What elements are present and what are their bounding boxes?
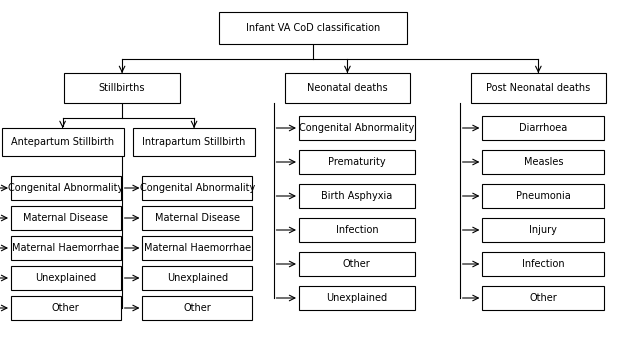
Text: Other: Other xyxy=(183,303,211,313)
FancyBboxPatch shape xyxy=(299,287,414,310)
Text: Unexplained: Unexplained xyxy=(167,273,228,283)
Text: Congenital Abnormality: Congenital Abnormality xyxy=(140,183,255,193)
Text: Injury: Injury xyxy=(530,225,557,235)
Text: Other: Other xyxy=(52,303,80,313)
FancyBboxPatch shape xyxy=(133,128,255,156)
FancyBboxPatch shape xyxy=(482,218,605,241)
Text: Measles: Measles xyxy=(523,157,563,167)
FancyBboxPatch shape xyxy=(142,206,252,230)
FancyBboxPatch shape xyxy=(482,150,605,174)
FancyBboxPatch shape xyxy=(11,266,120,290)
FancyBboxPatch shape xyxy=(299,184,414,208)
Text: Infection: Infection xyxy=(522,259,565,269)
FancyBboxPatch shape xyxy=(482,184,605,208)
Text: Maternal Haemorrhae: Maternal Haemorrhae xyxy=(143,243,251,253)
Text: Stillbirths: Stillbirths xyxy=(99,83,145,93)
FancyBboxPatch shape xyxy=(11,206,120,230)
Text: Other: Other xyxy=(343,259,371,269)
FancyBboxPatch shape xyxy=(142,296,252,320)
FancyBboxPatch shape xyxy=(482,252,605,276)
FancyBboxPatch shape xyxy=(299,252,414,276)
FancyBboxPatch shape xyxy=(11,296,120,320)
Text: Other: Other xyxy=(530,293,557,303)
FancyBboxPatch shape xyxy=(299,150,414,174)
Text: Unexplained: Unexplained xyxy=(35,273,96,283)
FancyBboxPatch shape xyxy=(285,73,410,103)
FancyBboxPatch shape xyxy=(64,73,180,103)
Text: Intrapartum Stillbirth: Intrapartum Stillbirth xyxy=(142,137,246,147)
Text: Congenital Abnormality: Congenital Abnormality xyxy=(8,183,123,193)
FancyBboxPatch shape xyxy=(11,176,120,200)
Text: Unexplained: Unexplained xyxy=(326,293,387,303)
Text: Neonatal deaths: Neonatal deaths xyxy=(307,83,387,93)
FancyBboxPatch shape xyxy=(482,117,605,140)
Text: Pneumonia: Pneumonia xyxy=(516,191,571,201)
Text: Maternal Disease: Maternal Disease xyxy=(23,213,108,223)
FancyBboxPatch shape xyxy=(471,73,605,103)
FancyBboxPatch shape xyxy=(299,117,414,140)
Text: Infant VA CoD classification: Infant VA CoD classification xyxy=(246,23,380,33)
Text: Maternal Disease: Maternal Disease xyxy=(155,213,240,223)
Text: Maternal Haemorrhae: Maternal Haemorrhae xyxy=(12,243,120,253)
Text: Diarrhoea: Diarrhoea xyxy=(519,123,568,133)
FancyBboxPatch shape xyxy=(219,12,407,44)
FancyBboxPatch shape xyxy=(142,237,252,260)
Text: Infection: Infection xyxy=(336,225,378,235)
FancyBboxPatch shape xyxy=(142,266,252,290)
Text: Congenital Abnormality: Congenital Abnormality xyxy=(299,123,414,133)
Text: Prematurity: Prematurity xyxy=(328,157,386,167)
FancyBboxPatch shape xyxy=(11,237,120,260)
FancyBboxPatch shape xyxy=(142,176,252,200)
FancyBboxPatch shape xyxy=(299,218,414,241)
Text: Antepartum Stillbirth: Antepartum Stillbirth xyxy=(11,137,114,147)
Text: Post Neonatal deaths: Post Neonatal deaths xyxy=(486,83,590,93)
FancyBboxPatch shape xyxy=(482,287,605,310)
FancyBboxPatch shape xyxy=(2,128,124,156)
Text: Birth Asphyxia: Birth Asphyxia xyxy=(321,191,393,201)
